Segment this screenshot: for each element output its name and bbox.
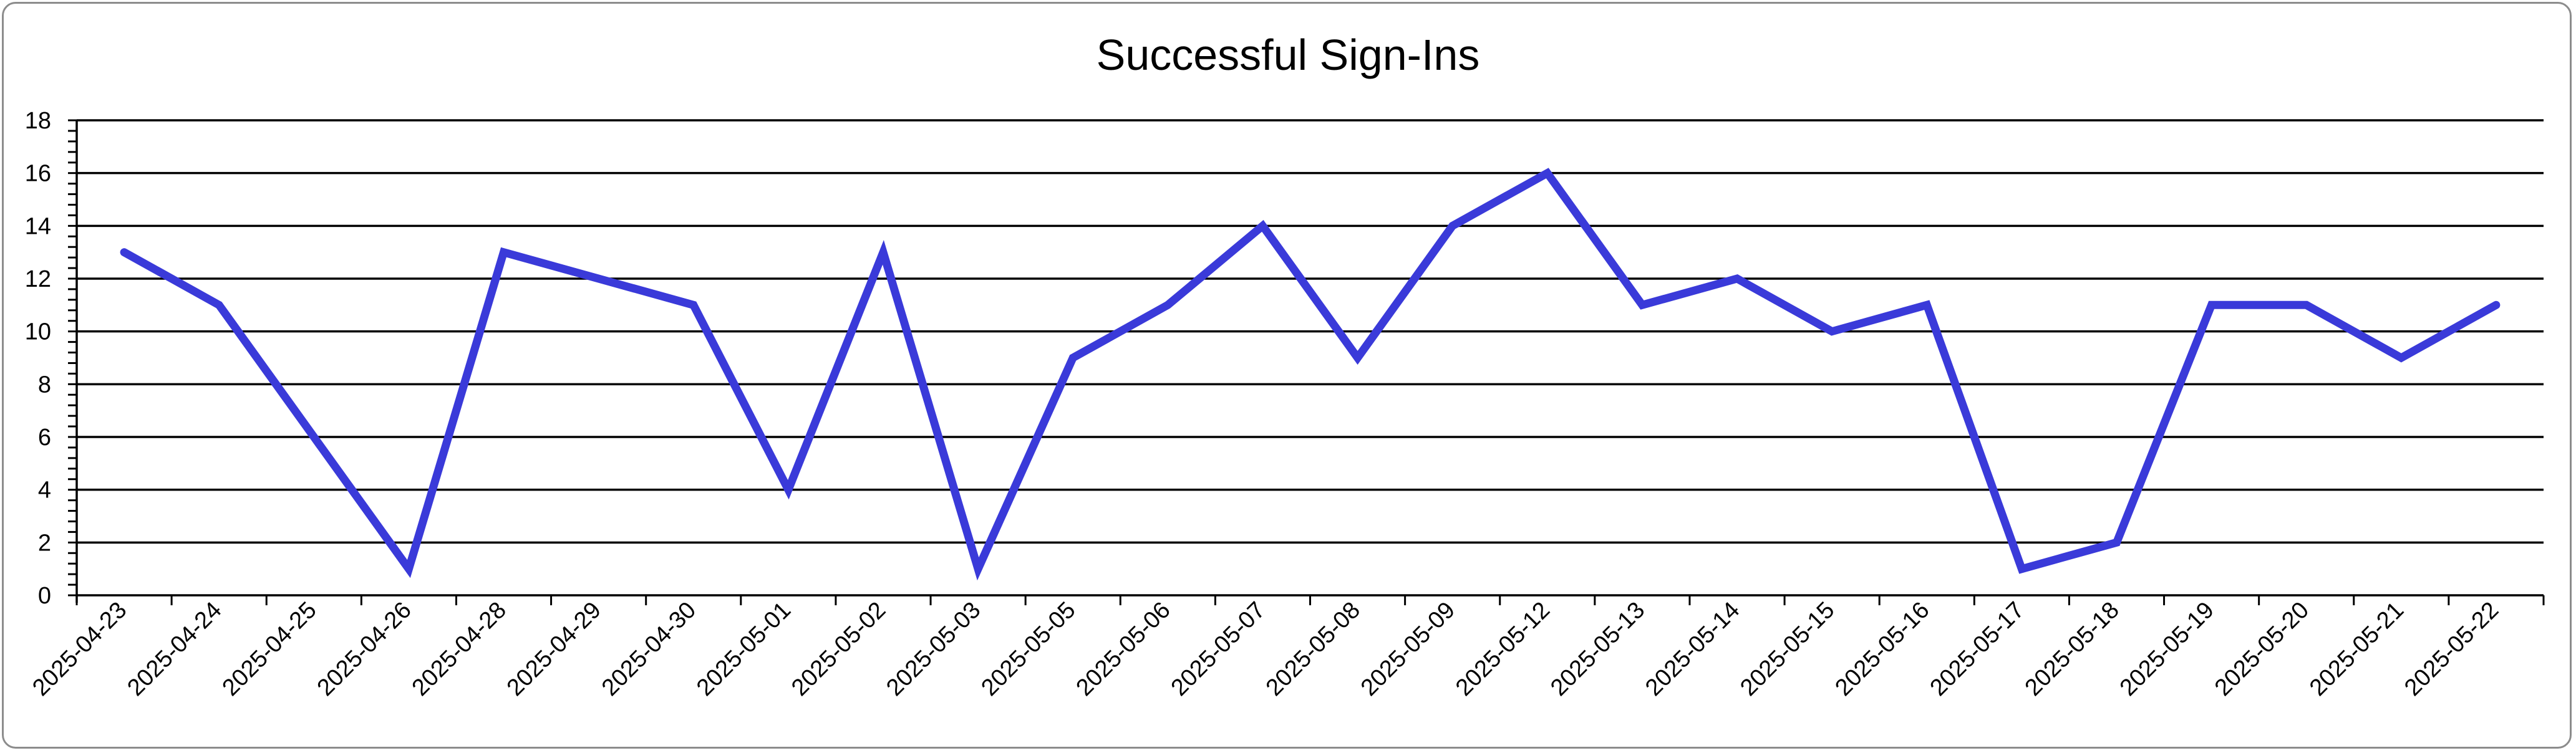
x-tick-label: 2025-05-05 [976,597,1080,701]
data-point [2019,567,2024,572]
data-point [691,302,696,307]
data-point [1165,302,1170,307]
x-tick-label: 2025-05-09 [1356,597,1460,701]
data-point [1640,302,1645,307]
data-point [1070,355,1075,360]
data-point [596,276,601,281]
series-line [120,168,2501,581]
data-point [976,567,981,572]
gridlines [77,119,2544,544]
data-point [122,250,127,255]
y-tick-label: 10 [25,319,51,345]
x-tick-label: 2025-04-24 [122,597,226,701]
x-tick-label: 2025-04-26 [312,597,417,701]
data-point [216,302,221,307]
x-tick-label: 2025-05-14 [1640,597,1745,701]
y-tick-label: 16 [25,161,51,187]
series-group [120,168,2501,581]
data-point [881,250,886,255]
y-tick-label: 14 [25,213,51,239]
y-tick-label: 8 [38,372,51,398]
y-tick-label: 0 [38,583,51,609]
data-point [2209,302,2214,307]
x-tick-label: 2025-05-15 [1735,597,1839,701]
data-point [1924,302,1929,307]
x-tick-label: 2025-05-22 [2399,597,2504,701]
x-tick-label: 2025-05-01 [692,597,796,701]
data-point [501,250,506,255]
data-point [1260,223,1265,228]
x-tick-label: 2025-05-17 [1925,597,2030,701]
data-point [1355,355,1360,360]
data-point [311,434,316,439]
x-tick-label: 2025-05-08 [1261,597,1365,701]
y-axis: 0 2 4 6 8 10 12 14 16 18 [25,108,78,609]
x-tick-label: 2025-05-13 [1546,597,1650,701]
data-point [1450,223,1455,228]
data-point [1735,276,1740,281]
y-tick-label: 12 [25,266,51,292]
x-tick-label: 2025-05-06 [1072,597,1176,701]
chart-title: Successful Sign-Ins [1097,31,1480,79]
x-tick-label: 2025-04-23 [27,597,132,701]
x-tick-label: 2025-05-19 [2115,597,2219,701]
data-point [2114,540,2119,545]
y-tick-label: 6 [38,424,51,451]
data-point [786,487,791,492]
x-tick-label: 2025-05-16 [1830,597,1934,701]
data-point [2304,302,2309,307]
x-tick-label: 2025-05-03 [881,597,985,701]
x-tick-label: 2025-05-20 [2210,597,2314,701]
y-tick-label: 18 [25,108,51,134]
y-tick-label: 4 [38,477,51,504]
x-axis: 2025-04-232025-04-242025-04-252025-04-26… [27,594,2545,701]
x-tick-label: 2025-05-18 [2020,597,2124,701]
x-tick-label: 2025-05-07 [1166,597,1271,701]
x-tick-label: 2025-04-30 [597,597,701,701]
data-point [1829,329,1834,334]
x-tick-label: 2025-05-21 [2305,597,2409,701]
data-point [406,567,411,572]
x-tick-label: 2025-05-02 [787,597,891,701]
data-point [2494,302,2499,307]
x-tick-label: 2025-04-25 [217,597,321,701]
data-point [2399,355,2404,360]
x-tick-label: 2025-04-29 [502,597,606,701]
x-tick-label: 2025-04-28 [407,597,511,701]
data-point [1545,171,1550,176]
y-tick-label: 2 [38,530,51,556]
x-tick-label: 2025-05-12 [1451,597,1555,701]
